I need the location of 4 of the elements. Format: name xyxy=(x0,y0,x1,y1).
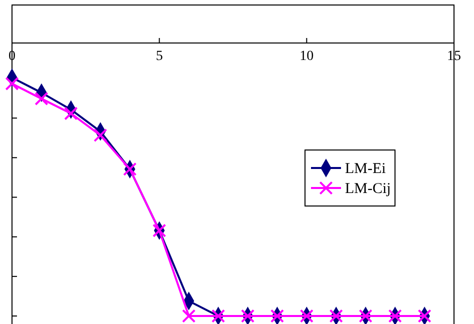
x-tick-label: 10 xyxy=(300,49,314,64)
legend-label: LM-Cij xyxy=(345,181,391,197)
x-tick-label: 5 xyxy=(156,49,163,64)
legend-label: LM-Ei xyxy=(345,161,386,177)
